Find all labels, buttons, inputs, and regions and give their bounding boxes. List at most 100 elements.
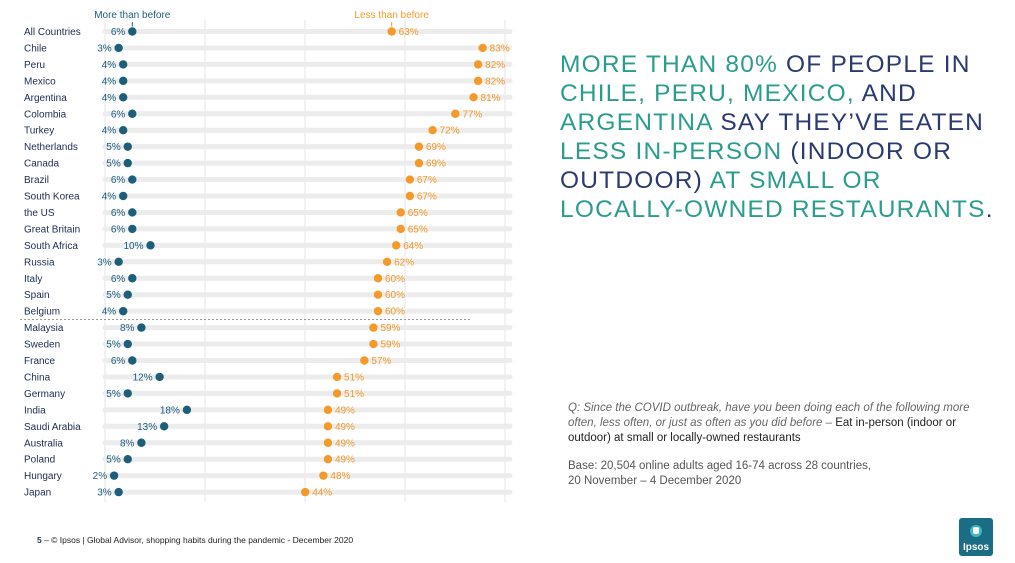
- category-label: Peru: [24, 60, 45, 71]
- category-label: Russia: [24, 257, 55, 268]
- headline: MORE THAN 80% OF PEOPLE IN CHILE, PERU, …: [560, 50, 1005, 224]
- less-value-label: 67%: [417, 192, 437, 203]
- category-label: France: [24, 356, 56, 367]
- category-label: Saudi Arabia: [24, 422, 81, 433]
- less-value-label: 60%: [385, 307, 405, 318]
- more-value-label: 6%: [111, 208, 126, 219]
- ipsos-logo: Ipsos: [959, 518, 993, 556]
- more-value-label: 10%: [123, 241, 143, 252]
- more-point: [119, 191, 128, 201]
- less-value-label: 69%: [426, 159, 446, 170]
- more-value-label: 12%: [133, 372, 153, 383]
- base-line-1: Base: 20,504 online adults aged 16-74 ac…: [568, 460, 872, 472]
- category-label: Belgium: [24, 307, 60, 318]
- more-point: [128, 175, 137, 184]
- less-point: [396, 224, 405, 234]
- more-value-label: 5%: [106, 340, 121, 351]
- more-value-label: 6%: [111, 109, 126, 120]
- more-point: [182, 405, 192, 415]
- category-label: Spain: [24, 290, 50, 301]
- less-point: [414, 142, 424, 151]
- more-value-label: 4%: [102, 60, 117, 71]
- category-label: Malaysia: [24, 323, 64, 334]
- logo-mark-icon: [970, 525, 982, 537]
- more-point: [109, 471, 119, 480]
- footer: 5 – © Ipsos | Global Advisor, shopping h…: [37, 535, 353, 545]
- base-note: Base: 20,504 online adults aged 16-74 ac…: [568, 459, 988, 489]
- category-label: Brazil: [24, 175, 49, 186]
- less-point: [373, 290, 383, 299]
- category-label: Hungary: [24, 471, 62, 482]
- less-point: [428, 126, 437, 135]
- more-value-label: 3%: [97, 43, 112, 54]
- more-value-label: 8%: [120, 323, 135, 334]
- category-label: Argentina: [24, 93, 67, 104]
- more-point: [137, 438, 146, 447]
- more-point: [123, 389, 132, 398]
- category-label: the US: [24, 208, 55, 219]
- more-value-label: 5%: [106, 159, 121, 170]
- category-label: Chile: [24, 43, 47, 54]
- more-value-label: 6%: [111, 356, 126, 367]
- less-point: [469, 93, 478, 102]
- headline-segment: AND: [861, 80, 917, 107]
- less-value-label: 67%: [417, 175, 437, 186]
- category-label: South Korea: [24, 192, 80, 203]
- more-value-label: 3%: [97, 488, 112, 499]
- more-value-label: 6%: [111, 27, 126, 38]
- less-value-label: 72%: [440, 126, 460, 137]
- more-value-label: 5%: [106, 142, 121, 153]
- more-point: [128, 27, 137, 36]
- more-value-label: 8%: [120, 438, 135, 449]
- less-point: [332, 389, 342, 398]
- more-point: [114, 257, 123, 266]
- more-point: [119, 306, 128, 316]
- headline-segment: OF PEOPLE IN: [786, 51, 971, 78]
- more-point: [128, 356, 137, 365]
- category-label: Colombia: [24, 109, 67, 120]
- more-point: [119, 126, 128, 135]
- less-point: [414, 158, 424, 168]
- more-point: [123, 290, 132, 299]
- more-point: [146, 241, 155, 250]
- less-value-label: 48%: [330, 471, 350, 482]
- less-value-label: 83%: [490, 43, 510, 54]
- more-point: [123, 142, 132, 151]
- more-value-label: 2%: [93, 471, 108, 482]
- less-value-label: 51%: [344, 389, 364, 400]
- less-point: [478, 43, 487, 53]
- less-value-label: 82%: [485, 60, 505, 71]
- category-label: Poland: [24, 455, 55, 466]
- footer-text: – © Ipsos | Global Advisor, shopping hab…: [41, 535, 354, 545]
- less-value-label: 65%: [408, 208, 428, 219]
- more-point: [159, 422, 169, 431]
- page-number: 5: [37, 535, 42, 545]
- more-value-label: 4%: [102, 76, 117, 87]
- less-value-label: 51%: [344, 372, 364, 383]
- more-value-label: 6%: [111, 175, 126, 186]
- more-point: [128, 208, 137, 217]
- less-point: [405, 175, 415, 184]
- category-label: Japan: [24, 488, 51, 499]
- less-point: [323, 405, 333, 415]
- more-point: [119, 93, 128, 102]
- more-point: [128, 109, 137, 118]
- less-point: [373, 306, 383, 316]
- less-point: [382, 257, 392, 266]
- headline-segment: CHILE, PERU, MEXICO,: [560, 80, 862, 107]
- less-point: [451, 109, 460, 118]
- category-label: India: [24, 405, 46, 416]
- category-label: China: [24, 372, 51, 383]
- less-value-label: 59%: [380, 323, 400, 334]
- more-point: [137, 323, 146, 332]
- less-value-label: 59%: [380, 340, 400, 351]
- less-value-label: 64%: [403, 241, 423, 252]
- survey-question: Q: Since the COVID outbreak, have you be…: [568, 401, 998, 446]
- less-value-label: 49%: [335, 438, 355, 449]
- more-value-label: 5%: [106, 290, 121, 301]
- more-value-label: 5%: [106, 455, 121, 466]
- headline-segment: AT SMALL OR LOCALLY-OWNED RESTAURANTS: [560, 167, 986, 223]
- more-value-label: 4%: [102, 192, 117, 203]
- more-point: [155, 372, 164, 382]
- headline-segment: MORE THAN 80%: [560, 51, 787, 78]
